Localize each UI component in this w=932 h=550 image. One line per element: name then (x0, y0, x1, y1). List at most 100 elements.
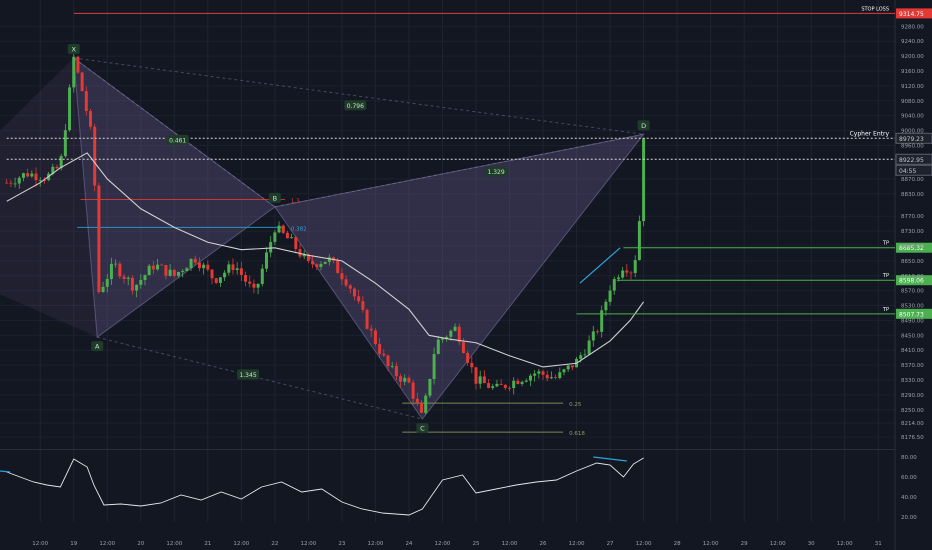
trend-line-price (579, 247, 621, 284)
candle-body (394, 366, 398, 377)
price-tick: 8530.00 (901, 304, 924, 310)
level-tag-bg-cypher_entry (895, 132, 932, 144)
candle-body (311, 260, 315, 265)
rsi-tick: 40.00 (901, 495, 917, 501)
candle-body (495, 383, 499, 387)
candle-body (21, 173, 25, 178)
price-levels: STOP LOSS 9314.75 Cypher Entry 8979.23 8922.… (6, 6, 932, 319)
level-text-cypher_entry: Cypher Entry (850, 130, 890, 137)
candle-body (168, 269, 172, 276)
candle-body (357, 296, 361, 302)
candle-body (143, 275, 147, 280)
candle-body (604, 301, 608, 311)
candle-body (89, 111, 93, 127)
candle-body (420, 402, 424, 413)
candle-body (223, 272, 227, 278)
candle-body (436, 339, 440, 355)
level-tag-bg-tp3 (896, 308, 932, 319)
time-axis[interactable]: 12:00 19 12:00 20 12:00 21 12:00 22 12:00 23 12:00… (32, 541, 881, 547)
level-tag-tp1: 8685.32 (899, 245, 924, 252)
price-tick: 8330.00 (901, 378, 924, 384)
candle-body (323, 261, 327, 264)
candle-body (545, 374, 549, 379)
candle-body (466, 352, 470, 363)
candle-body (281, 225, 285, 233)
candle-body (51, 166, 55, 174)
candle-body (189, 258, 193, 269)
candle-body (382, 353, 386, 356)
fib-levels: 1.3 0.382 0.25 0.618 (77, 198, 585, 437)
triangle-xab (73, 56, 276, 339)
candle-body (80, 72, 84, 92)
rsi-line (6, 457, 644, 516)
candle-body (453, 326, 457, 331)
candle-body (549, 377, 553, 379)
candles (5, 54, 646, 415)
price-tick: 8490.00 (901, 318, 924, 324)
candle-body (122, 276, 126, 279)
price-tick: 9160.00 (901, 69, 924, 75)
time-tick: 12:00 (300, 541, 316, 547)
candle-body (390, 366, 394, 367)
price-tick: 9000.00 (901, 129, 924, 135)
candle-body (172, 269, 176, 276)
candle-body (164, 265, 168, 276)
candle-body (30, 173, 34, 177)
point-label-C: C (420, 425, 425, 433)
candle-body (227, 264, 231, 273)
candle-body (277, 225, 281, 233)
candle-body (264, 252, 268, 269)
level-tag-bg-current (895, 153, 932, 165)
time-tick: 26 (540, 541, 547, 547)
candle-body (118, 263, 122, 277)
ratio-badge-bg (166, 134, 189, 145)
candle-body (210, 269, 214, 279)
pattern-labels: X A B C D 0.796 0.461 1.329 1.345 (67, 43, 650, 434)
price-tick: 8830.00 (901, 192, 924, 198)
countdown-tag: 04:55 (899, 168, 916, 175)
price-tick: 8370.00 (901, 363, 924, 369)
candle-body (185, 268, 189, 272)
price-tick: 9280.00 (901, 24, 924, 30)
candle-body (399, 376, 403, 382)
candle-body (612, 278, 616, 291)
candle-body (591, 331, 595, 341)
rsi-panel (0, 456, 644, 516)
candle-body (570, 365, 574, 368)
time-tick: 12:00 (233, 541, 249, 547)
candle-body (445, 336, 449, 339)
harmonic-pattern (0, 56, 645, 420)
price-axis[interactable]: 80.00 60.00 40.00 20.00 9280.00 9240.00 9200.0… (901, 24, 924, 521)
candle-body (600, 310, 604, 332)
candle-body (214, 278, 218, 283)
point-label-B: B (273, 194, 277, 202)
candle-body (84, 91, 88, 112)
candle-body (34, 173, 38, 181)
candle-body (327, 257, 331, 262)
candle-body (197, 262, 201, 269)
candle-body (487, 383, 491, 388)
level-tag-bg-stop_loss (896, 8, 932, 19)
candle-body (340, 273, 344, 280)
level-text-stop_loss: STOP LOSS (861, 6, 889, 12)
candle-body (235, 268, 239, 271)
candle-body (156, 264, 160, 270)
candle-body (202, 264, 206, 269)
candle-body (457, 326, 461, 343)
ratio-badge-bg (237, 369, 260, 380)
candle-body (637, 221, 641, 261)
candle-body (365, 309, 369, 329)
price-tick: 8410.00 (901, 348, 924, 354)
candle-body (491, 386, 495, 388)
candle-body (344, 279, 348, 286)
candle-body (642, 138, 646, 222)
ma-line (6, 152, 645, 368)
time-tick: 30 (808, 541, 815, 547)
candle-body (135, 284, 139, 291)
candle-body (218, 277, 222, 283)
candle-body (579, 355, 583, 359)
candle-body (432, 354, 436, 380)
candle-body (97, 185, 101, 292)
time-tick: 23 (338, 541, 345, 547)
